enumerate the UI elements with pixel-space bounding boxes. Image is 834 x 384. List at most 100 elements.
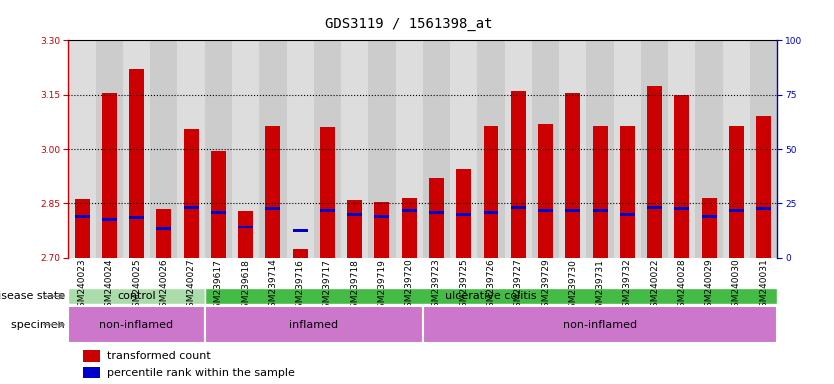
Bar — [456, 169, 471, 258]
Bar — [156, 227, 171, 230]
Bar — [701, 215, 716, 218]
Text: GSM239723: GSM239723 — [432, 259, 441, 313]
Bar — [484, 211, 499, 214]
Bar — [423, 306, 777, 343]
Bar — [68, 40, 96, 258]
Bar — [211, 151, 226, 258]
Bar — [510, 205, 525, 209]
Bar — [565, 93, 580, 258]
Bar — [314, 40, 341, 258]
Bar — [756, 116, 771, 258]
Bar — [265, 207, 280, 210]
Bar — [178, 40, 204, 258]
Bar — [183, 205, 198, 209]
Text: GDS3119 / 1561398_at: GDS3119 / 1561398_at — [325, 17, 492, 31]
Text: transformed count: transformed count — [108, 351, 211, 361]
Bar — [532, 40, 559, 258]
Text: GSM239618: GSM239618 — [241, 259, 250, 314]
Bar — [320, 209, 335, 212]
Text: GSM239729: GSM239729 — [541, 259, 550, 313]
Bar — [586, 40, 614, 258]
Bar — [150, 40, 178, 258]
Text: GSM239617: GSM239617 — [214, 259, 223, 314]
Bar — [647, 205, 662, 209]
Text: GSM239718: GSM239718 — [350, 259, 359, 314]
Bar — [614, 40, 641, 258]
Text: GSM239727: GSM239727 — [514, 259, 523, 313]
Text: GSM239725: GSM239725 — [460, 259, 468, 313]
Bar — [477, 40, 505, 258]
Bar — [74, 199, 89, 258]
Bar — [232, 40, 259, 258]
Bar — [347, 200, 362, 258]
Text: GSM240031: GSM240031 — [759, 259, 768, 313]
Bar — [423, 40, 450, 258]
Bar — [83, 350, 100, 362]
Bar — [204, 288, 777, 305]
Text: control: control — [118, 291, 156, 301]
Bar — [211, 211, 226, 214]
Bar — [265, 126, 280, 258]
Bar — [456, 213, 471, 216]
Bar — [484, 126, 499, 258]
Bar — [675, 95, 690, 258]
Bar — [341, 40, 369, 258]
Bar — [96, 40, 123, 258]
Bar — [696, 40, 723, 258]
Bar — [450, 40, 477, 258]
Text: specimen: specimen — [11, 319, 68, 329]
Text: inflamed: inflamed — [289, 319, 339, 329]
Bar — [395, 40, 423, 258]
Bar — [259, 40, 287, 258]
Text: GSM239726: GSM239726 — [486, 259, 495, 313]
Text: GSM239731: GSM239731 — [595, 259, 605, 314]
Bar — [510, 91, 525, 258]
Bar — [750, 40, 777, 258]
Bar — [723, 40, 750, 258]
Text: GSM239717: GSM239717 — [323, 259, 332, 314]
Text: GSM240027: GSM240027 — [187, 259, 196, 313]
Bar — [239, 211, 253, 258]
Text: GSM239720: GSM239720 — [404, 259, 414, 313]
Text: GSM239719: GSM239719 — [378, 259, 386, 314]
Text: GSM240022: GSM240022 — [650, 259, 659, 313]
Bar — [429, 178, 444, 258]
Bar — [675, 207, 690, 210]
Bar — [538, 124, 553, 258]
Bar — [729, 209, 744, 212]
Bar — [729, 126, 744, 258]
Bar — [83, 367, 100, 378]
Bar — [123, 40, 150, 258]
Bar — [559, 40, 586, 258]
Bar — [74, 215, 89, 218]
Bar — [102, 218, 117, 221]
Text: GSM239732: GSM239732 — [623, 259, 632, 313]
Bar — [156, 209, 171, 258]
Bar — [538, 209, 553, 212]
Bar — [347, 213, 362, 216]
Text: ulcerative colitis: ulcerative colitis — [445, 291, 537, 301]
Bar — [593, 126, 607, 258]
Bar — [374, 202, 389, 258]
Bar — [402, 198, 417, 258]
Bar — [293, 229, 308, 232]
Bar — [369, 40, 395, 258]
Bar — [68, 288, 204, 305]
Text: GSM239730: GSM239730 — [568, 259, 577, 314]
Text: GSM240029: GSM240029 — [705, 259, 714, 313]
Bar — [593, 209, 607, 212]
Bar — [620, 126, 635, 258]
Bar — [641, 40, 668, 258]
Bar — [102, 93, 117, 258]
Text: non-inflamed: non-inflamed — [563, 319, 637, 329]
Bar — [374, 215, 389, 218]
Bar — [204, 40, 232, 258]
Bar — [204, 306, 423, 343]
Text: GSM240023: GSM240023 — [78, 259, 87, 313]
Bar — [620, 213, 635, 216]
Bar — [668, 40, 696, 258]
Bar — [647, 86, 662, 258]
Bar — [756, 207, 771, 210]
Bar — [129, 70, 144, 258]
Bar — [68, 306, 204, 343]
